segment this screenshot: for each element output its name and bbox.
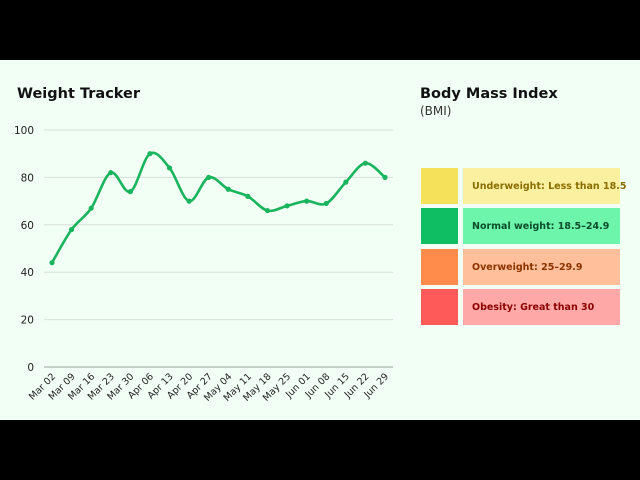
data-point-jun-01: [304, 198, 310, 204]
data-point-apr-20: [186, 198, 192, 204]
y-tick-label: 0: [27, 362, 34, 374]
y-tick-label: 60: [21, 220, 34, 232]
data-point-may-18: [264, 207, 271, 214]
data-point-apr-27: [206, 174, 212, 180]
weight-series-line: [50, 151, 387, 265]
bmi-swatch-obesity: [421, 289, 458, 325]
data-point-jun-22: [362, 160, 369, 166]
data-point-may-04: [225, 186, 231, 192]
bmi-swatch-underweight: [421, 168, 458, 204]
data-point-jun-15: [343, 179, 349, 185]
chart-title: Weight Tracker: [17, 86, 141, 102]
y-tick-label: 40: [21, 267, 34, 279]
data-point-apr-06: [147, 151, 153, 157]
bmi-row-overweight: Overweight: 25–29.9: [421, 249, 621, 285]
bmi-label-box-normal: Normal weight: 18.5–24.9: [463, 208, 620, 244]
data-point-mar-23: [108, 170, 114, 176]
weight-tracker-panel: Weight Tracker 0 20 40 60 80 100 Mar 02 Mar 09 M…: [0, 60, 640, 420]
bmi-row-obesity: Obesity: Great than 30: [421, 289, 621, 325]
data-point-jun-29: [382, 174, 388, 180]
bmi-label-box-underweight: Underweight: Less than 18.5: [463, 168, 626, 204]
bmi-row-normal: Normal weight: 18.5–24.9: [421, 208, 621, 244]
data-point-mar-09: [68, 226, 75, 233]
data-point-jun-08: [323, 200, 329, 207]
bmi-label-obesity: Obesity: Great than 30: [472, 301, 595, 313]
bmi-title: Body Mass Index: [420, 86, 558, 102]
bmi-label-normal: Normal weight: 18.5–24.9: [472, 220, 610, 232]
data-point-may-25: [284, 203, 290, 209]
y-tick-label: 80: [21, 172, 34, 184]
bmi-label-overweight: Overweight: 25–29.9: [472, 261, 583, 273]
data-point-mar-16: [88, 205, 94, 211]
data-point-mar-02: [49, 260, 55, 266]
y-tick-label: 20: [21, 315, 34, 327]
data-point-mar-30: [127, 189, 133, 195]
data-point-apr-13: [166, 165, 173, 171]
bmi-label-box-overweight: Overweight: 25–29.9: [463, 249, 620, 285]
bmi-subtitle: (BMI): [420, 104, 452, 118]
bmi-swatch-normal: [421, 208, 458, 244]
bmi-swatch-overweight: [421, 249, 458, 285]
bmi-row-underweight: Underweight: Less than 18.5: [421, 168, 626, 204]
data-point-may-11: [245, 193, 251, 199]
bmi-label-underweight: Underweight: Less than 18.5: [472, 180, 627, 192]
bmi-label-box-obesity: Obesity: Great than 30: [463, 289, 620, 325]
y-tick-label: 100: [14, 125, 34, 137]
